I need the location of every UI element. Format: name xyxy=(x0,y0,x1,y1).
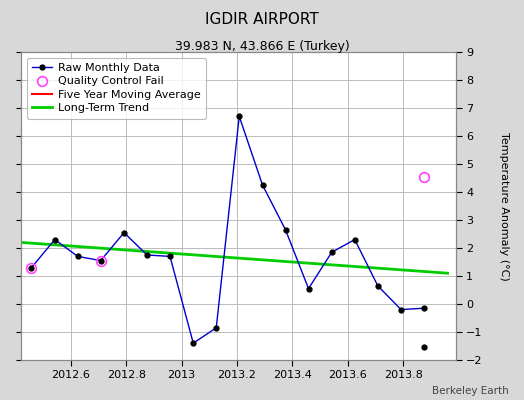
Raw Monthly Data xyxy=(74,254,81,259)
Text: 39.983 N, 43.866 E (Turkey): 39.983 N, 43.866 E (Turkey) xyxy=(174,40,350,53)
Line: Raw Monthly Data: Raw Monthly Data xyxy=(29,114,427,346)
Raw Monthly Data xyxy=(375,283,381,288)
Raw Monthly Data xyxy=(305,286,312,291)
Legend: Raw Monthly Data, Quality Control Fail, Five Year Moving Average, Long-Term Tren: Raw Monthly Data, Quality Control Fail, … xyxy=(27,58,206,119)
Line: Quality Control Fail: Quality Control Fail xyxy=(27,172,429,272)
Quality Control Fail xyxy=(97,258,104,263)
Raw Monthly Data xyxy=(144,253,150,258)
Raw Monthly Data xyxy=(28,265,35,270)
Raw Monthly Data xyxy=(329,250,335,254)
Raw Monthly Data xyxy=(421,306,427,310)
Quality Control Fail xyxy=(28,265,35,270)
Raw Monthly Data xyxy=(282,227,289,232)
Raw Monthly Data xyxy=(259,182,266,187)
Raw Monthly Data xyxy=(167,254,173,259)
Raw Monthly Data xyxy=(51,237,58,242)
Y-axis label: Temperature Anomaly (°C): Temperature Anomaly (°C) xyxy=(499,132,509,280)
Text: Berkeley Earth: Berkeley Earth xyxy=(432,386,508,396)
Raw Monthly Data xyxy=(352,237,358,242)
Quality Control Fail xyxy=(421,174,427,179)
Text: IGDIR AIRPORT: IGDIR AIRPORT xyxy=(205,12,319,27)
Raw Monthly Data xyxy=(213,326,220,330)
Raw Monthly Data xyxy=(236,114,243,119)
Raw Monthly Data xyxy=(398,307,404,312)
Raw Monthly Data xyxy=(121,230,127,235)
Raw Monthly Data xyxy=(97,258,104,263)
Raw Monthly Data xyxy=(190,341,196,346)
